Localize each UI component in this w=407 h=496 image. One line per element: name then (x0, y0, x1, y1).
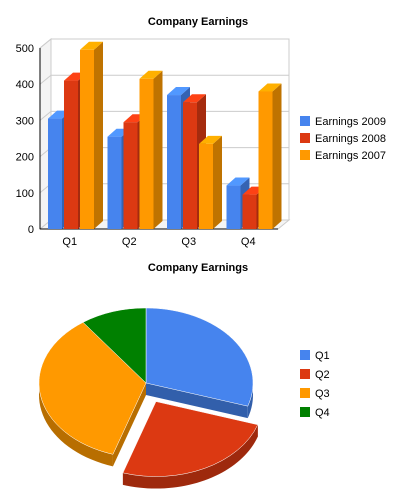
pie-chart: Company Earnings Q1 Q2 Q3 Q4 (39, 262, 330, 489)
bar (183, 102, 197, 229)
legend-label: Earnings 2007 (315, 150, 386, 162)
pie-chart-slices (39, 308, 258, 489)
x-tick-label: Q4 (241, 236, 256, 248)
legend-swatch (300, 133, 310, 143)
y-tick-label: 400 (16, 79, 34, 91)
bar (243, 195, 257, 229)
bar-chart: Company Earnings 0 100 200 300 400 500 Q1 Q2 Q3… (16, 16, 386, 248)
legend-label: Q1 (315, 350, 330, 362)
legend-label: Earnings 2009 (315, 116, 386, 128)
bar (167, 95, 181, 229)
legend-label: Q3 (315, 388, 330, 400)
bar (259, 91, 273, 229)
y-tick-label: 0 (28, 224, 34, 236)
bar-chart-x-axis: Q1 Q2 Q3 Q4 (62, 236, 255, 248)
bar-side (154, 71, 163, 229)
y-tick-label: 300 (16, 115, 34, 127)
legend-label: Earnings 2008 (315, 133, 386, 145)
pie-chart-title: Company Earnings (148, 262, 248, 274)
legend-swatch (300, 369, 310, 379)
bar (108, 137, 122, 229)
bar-side (213, 136, 222, 229)
x-tick-label: Q2 (122, 236, 137, 248)
legend-swatch (300, 150, 310, 160)
bar (140, 79, 154, 229)
bar-chart-title: Company Earnings (148, 16, 248, 28)
bar-side (273, 83, 282, 229)
y-tick-label: 100 (16, 188, 34, 200)
legend-swatch (300, 350, 310, 360)
bar (124, 122, 138, 229)
y-tick-label: 500 (16, 43, 34, 55)
bar (227, 186, 241, 229)
x-tick-label: Q1 (62, 236, 77, 248)
legend-swatch (300, 388, 310, 398)
bar (64, 81, 78, 229)
legend-label: Q2 (315, 369, 330, 381)
bar (48, 119, 62, 229)
bar (199, 144, 213, 229)
x-tick-label: Q3 (181, 236, 196, 248)
bar-side (94, 42, 103, 229)
legend-label: Q4 (315, 407, 330, 419)
bar (80, 50, 94, 229)
y-tick-label: 200 (16, 152, 34, 164)
pie-chart-legend: Q1 Q2 Q3 Q4 (300, 350, 330, 419)
legend-swatch (300, 407, 310, 417)
bar-chart-legend: Earnings 2009 Earnings 2008 Earnings 2007 (300, 116, 386, 162)
legend-swatch (300, 116, 310, 126)
bar-chart-y-axis: 0 100 200 300 400 500 (16, 43, 34, 236)
